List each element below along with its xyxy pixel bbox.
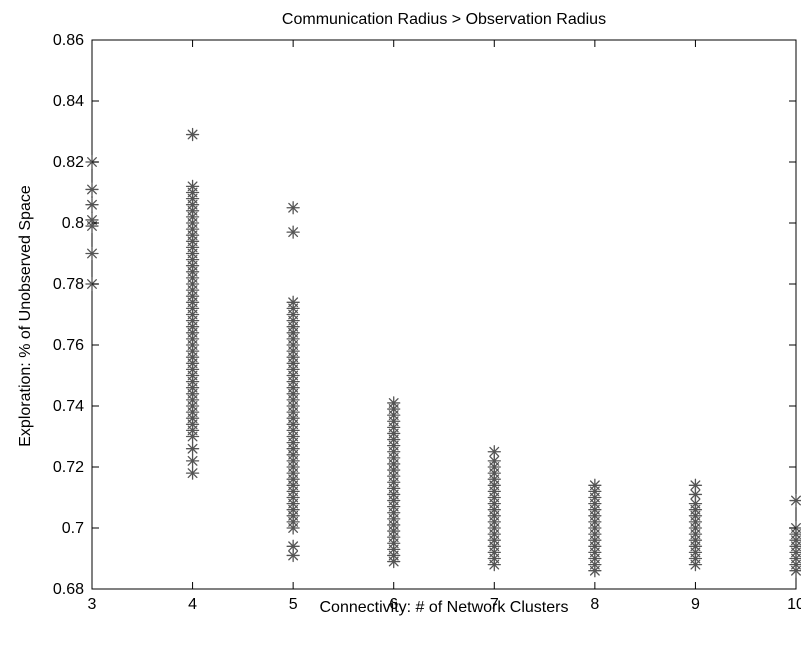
y-tick-label: 0.82 [53,154,84,171]
y-tick-label: 0.8 [62,215,84,232]
x-tick-label: 8 [590,596,599,613]
y-tick-label: 0.76 [53,337,84,354]
data-point [588,564,602,578]
y-tick-label: 0.86 [53,32,84,49]
y-tick-label: 0.78 [53,276,84,293]
y-tick-label: 0.74 [53,398,84,415]
x-tick-label: 9 [691,596,700,613]
data-point [688,487,703,502]
y-tick-label: 0.84 [53,93,84,110]
y-tick-label: 0.72 [53,459,84,476]
data-point [185,466,200,480]
data-points [85,127,801,578]
data-point [487,445,501,459]
x-axis-label: Connectivity: # of Network Clusters [320,599,569,616]
data-point [185,429,200,444]
data-point [789,564,801,578]
x-tick-label: 3 [88,596,97,613]
data-point [286,201,300,215]
data-point [286,521,300,535]
data-point [185,127,200,142]
x-tick-label: 10 [787,596,801,613]
data-point [487,557,501,572]
data-point [286,225,300,239]
data-point [85,182,99,197]
x-tick-label: 4 [188,596,197,613]
data-point [185,454,200,468]
chart-title: Communication Radius > Observation Radiu… [282,11,606,28]
data-point [85,246,99,261]
plot-frame [91,39,797,590]
data-point [286,548,300,563]
data-point [85,198,99,212]
x-tick-label: 5 [289,596,298,613]
y-tick-label: 0.7 [62,520,84,537]
data-point [185,442,200,456]
plot-area [91,39,797,590]
y-axis-label: Exploration: % of Unobserved Space [17,185,34,447]
data-point [688,557,703,572]
x-tick-label: 7 [490,596,499,613]
data-point [387,554,401,569]
data-point [85,219,99,233]
axis-ticks: 3 4 5 6 7 8 9 10 0.68 0.7 0.72 0.74 0.76 0.78 0.8 0.82 0… [53,32,801,613]
x-tick-label: 6 [389,596,398,613]
data-point [789,493,801,508]
y-tick-label: 0.68 [53,581,84,598]
